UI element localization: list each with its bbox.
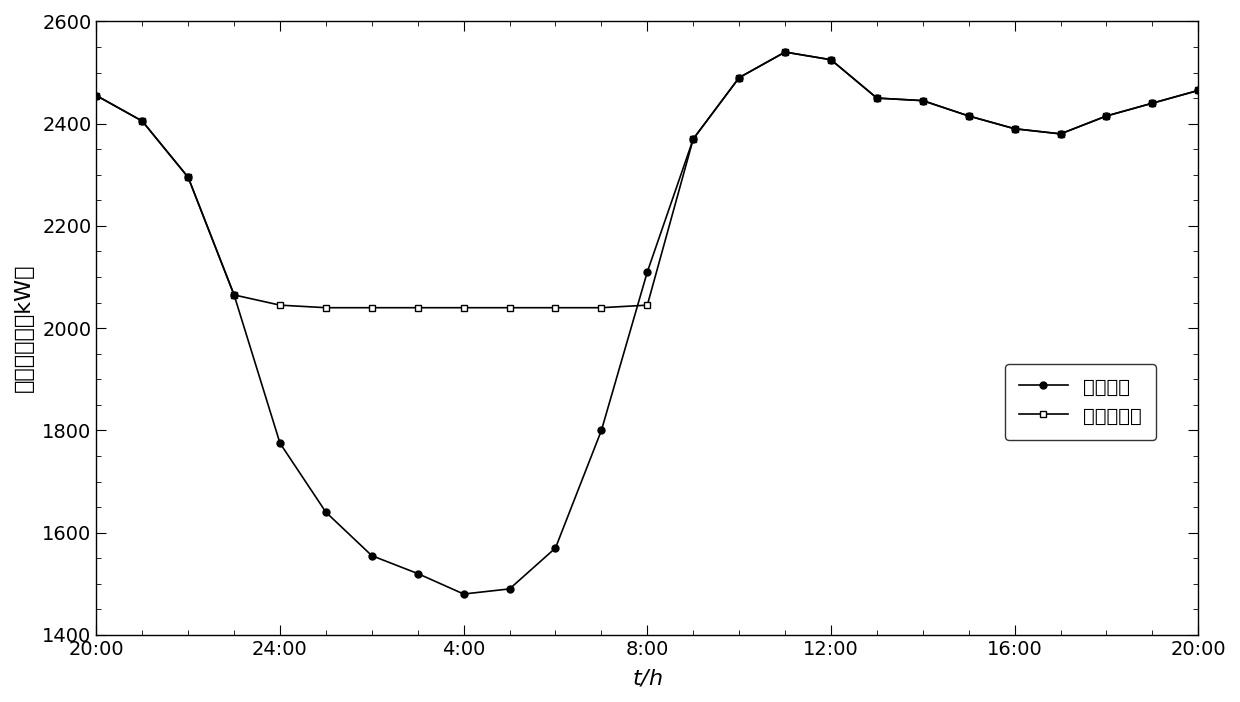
基础负荷 [732,74,746,82]
Legend: 基础负荷, 收敛后的値: 基础负荷, 收敛后的値 [1006,364,1156,439]
基础负荷 [273,439,288,447]
收敛后的値 [227,291,242,299]
收敛后的値 [502,303,517,312]
基础负荷 [181,173,196,182]
基础负荷 [915,96,930,105]
收敛后的値 [89,91,104,100]
基础负荷 [1007,124,1022,133]
基础负荷 [319,508,334,517]
X-axis label: $t$/h: $t$/h [632,667,662,688]
收敛后的値 [548,303,563,312]
收敛后的値 [456,303,471,312]
基础负荷 [640,267,655,276]
基础负荷 [365,552,379,560]
收敛后的値 [319,303,334,312]
收敛后的値 [732,74,746,82]
基础负荷 [1053,130,1068,138]
收敛后的値 [915,96,930,105]
基础负荷 [961,112,976,120]
基础负荷 [1145,99,1159,107]
Y-axis label: 电网总负荷（kW）: 电网总负荷（kW） [14,264,33,392]
基础负荷 [777,48,792,56]
收敛后的値 [686,135,701,143]
收敛后的値 [273,301,288,310]
基础负荷 [89,91,104,100]
基础负荷 [548,544,563,552]
基础负荷 [594,426,609,435]
Line: 收敛后的値: 收敛后的値 [93,48,1202,311]
收敛后的値 [135,117,150,125]
基础负荷 [823,55,838,64]
收敛后的値 [1145,99,1159,107]
基础负荷 [1099,112,1114,120]
收敛后的値 [1099,112,1114,120]
基础负荷 [410,569,425,578]
基础负荷 [456,590,471,598]
收敛后的値 [640,301,655,310]
收敛后的値 [869,94,884,102]
收敛后的値 [1007,124,1022,133]
基础负荷 [227,291,242,299]
收敛后的値 [1053,130,1068,138]
基础负荷 [1190,86,1205,95]
收敛后的値 [1190,86,1205,95]
收敛后的値 [777,48,792,56]
收敛后的値 [181,173,196,182]
收敛后的値 [961,112,976,120]
基础负荷 [869,94,884,102]
Line: 基础负荷: 基础负荷 [93,48,1202,597]
基础负荷 [502,585,517,593]
基础负荷 [686,135,701,143]
收敛后的値 [823,55,838,64]
收敛后的値 [365,303,379,312]
收敛后的値 [594,303,609,312]
基础负荷 [135,117,150,125]
收敛后的値 [410,303,425,312]
